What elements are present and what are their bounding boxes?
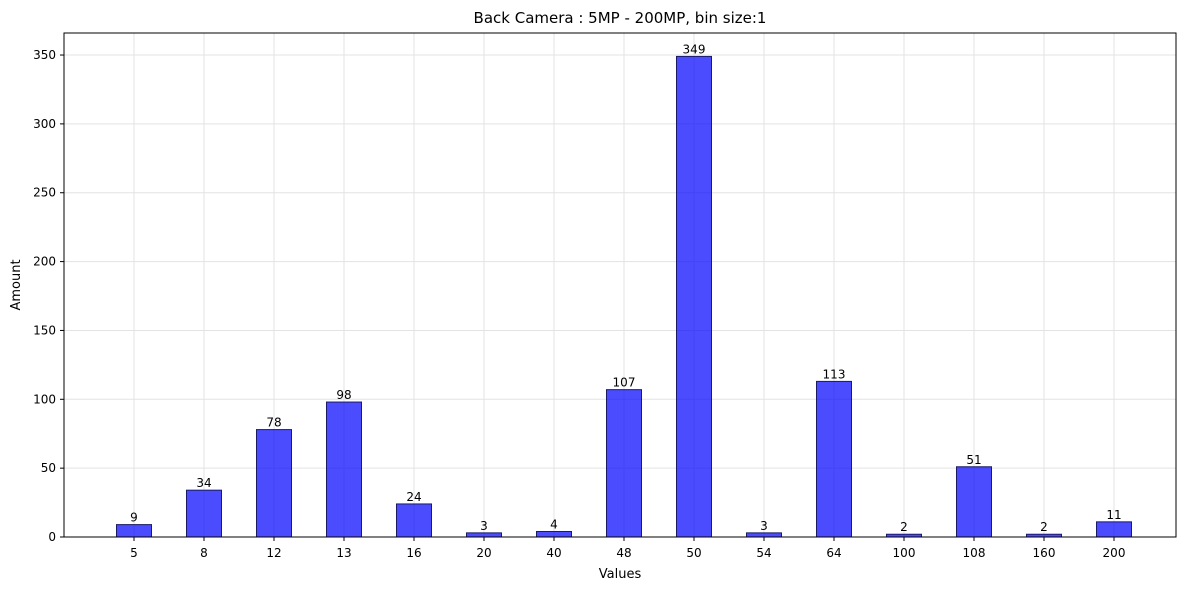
x-tick-label: 54 [756,546,771,560]
y-tick-label: 150 [33,323,56,337]
bar-value-label: 98 [336,388,351,402]
plot-frame [63,32,1177,538]
x-axis-label: Values [599,567,642,582]
bar [536,530,572,538]
bar-value-label: 9 [130,511,138,525]
y-axis-label: Amount [9,259,24,310]
bar-value-label: 3 [760,519,768,533]
bar [746,532,782,538]
y-tick-label: 0 [48,530,56,544]
y-tick-label: 250 [33,186,56,200]
bar-value-label: 24 [406,490,421,504]
bar-value-label: 34 [196,476,211,490]
bar-value-label: 2 [900,520,908,534]
x-tick-label: 16 [406,546,421,560]
bar [956,466,992,538]
bar [396,503,432,538]
bar-value-label: 78 [266,416,281,430]
x-tick-label: 20 [476,546,491,560]
x-axis-ticks: 5 8 12 13 16 20 40 48 50 54 64 100 108 160 200 [130,537,1125,560]
bar [186,489,222,538]
x-tick-label: 50 [686,546,701,560]
x-tick-label: 40 [546,546,561,560]
x-tick-label: 5 [130,546,138,560]
x-tick-label: 12 [266,546,281,560]
y-tick-label: 50 [41,461,56,475]
x-tick-label: 108 [963,546,986,560]
x-tick-label: 160 [1033,546,1056,560]
grid [64,33,1176,538]
bar-value-label: 51 [966,453,981,467]
bar-value-label: 4 [550,517,558,531]
bar [606,389,642,538]
y-axis-ticks: 0 50 100 150 200 250 300 350 [33,48,64,544]
axes [63,32,1177,538]
x-tick-label: 64 [826,546,841,560]
bar-value-label: 113 [823,367,846,381]
x-tick-label: 48 [616,546,631,560]
y-tick-label: 350 [33,48,56,62]
bar [256,429,292,538]
bar-value-label: 349 [683,42,706,56]
y-tick-label: 200 [33,255,56,269]
x-tick-label: 8 [200,546,208,560]
y-tick-label: 100 [33,392,56,406]
bar [1096,521,1132,538]
x-tick-label: 13 [336,546,351,560]
y-tick-label: 300 [33,117,56,131]
x-tick-label: 200 [1103,546,1126,560]
bar [466,532,502,538]
bar-value-label: 3 [480,519,488,533]
bar [816,380,852,538]
chart-title: Back Camera : 5MP - 200MP, bin size:1 [474,9,767,27]
bar [326,401,362,538]
bar [676,55,712,538]
x-tick-label: 100 [893,546,916,560]
bar-value-label: 11 [1106,508,1121,522]
bar-value-label: 2 [1040,520,1048,534]
bar [116,524,152,538]
bar-value-label: 107 [613,376,636,390]
